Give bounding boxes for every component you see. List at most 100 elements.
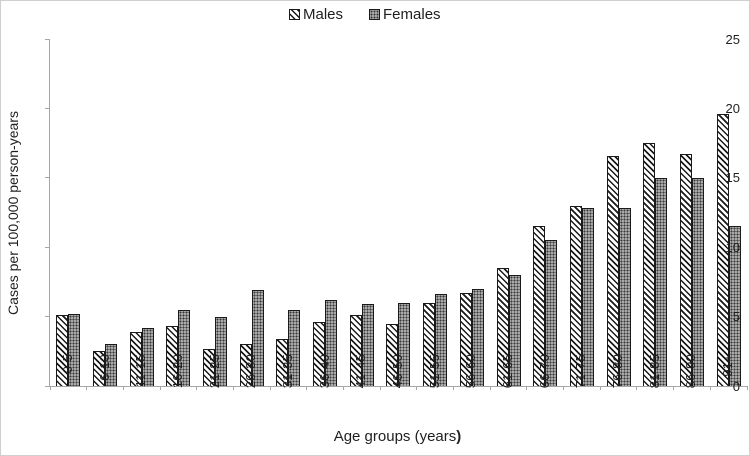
bar-group-61-65 bbox=[490, 39, 527, 386]
bar-males-56-60 bbox=[459, 293, 472, 386]
y-tick-label-10: 10 bbox=[725, 239, 740, 255]
bar-males-26-30 bbox=[239, 344, 252, 386]
bar-females-21-25 bbox=[215, 317, 228, 386]
x-tick-label-text: 16-20 bbox=[169, 354, 185, 389]
y-tick-label-25: 25 bbox=[725, 31, 740, 47]
plot-area bbox=[45, 38, 748, 390]
x-tick-label-text: 36-40 bbox=[316, 354, 332, 389]
legend-label-males: Males bbox=[303, 6, 344, 23]
bar-group-21-25 bbox=[197, 39, 234, 386]
x-tick-label-text: 41-45 bbox=[353, 354, 369, 389]
x-tick-label-71-75: 71-75 bbox=[563, 354, 600, 388]
bar-group-6-10 bbox=[87, 39, 124, 386]
bar-females-16-20 bbox=[178, 310, 191, 386]
y-tick-mark-20 bbox=[45, 107, 50, 109]
x-tick-label-text: 31-35 bbox=[279, 354, 295, 389]
x-tick-label-66-70: 66-70 bbox=[526, 354, 563, 388]
x-tick-mark-1 bbox=[86, 386, 88, 390]
bar-males-86-90 bbox=[679, 154, 692, 386]
bar-females-41-45 bbox=[361, 304, 374, 386]
x-tick-mark-9 bbox=[379, 386, 381, 390]
x-tick-label-text: 81-85 bbox=[646, 354, 662, 389]
x-tick-mark-19 bbox=[746, 386, 748, 390]
females-dotted-swatch-icon bbox=[369, 9, 381, 20]
bar-group-41-45 bbox=[343, 39, 380, 386]
x-tick-label-6-10: 6-10 bbox=[86, 354, 123, 381]
y-tick-label-5: 5 bbox=[732, 309, 740, 325]
x-tick-mark-12 bbox=[489, 386, 491, 390]
x-tick-label-text: 0-5 bbox=[59, 354, 75, 374]
y-tick-label-15: 15 bbox=[725, 170, 740, 186]
x-tick-label-text: 61-65 bbox=[500, 354, 516, 389]
bar-males-36-40 bbox=[313, 322, 326, 386]
bar-group-36-40 bbox=[307, 39, 344, 386]
legend-item-females: Females bbox=[369, 6, 441, 23]
x-tick-mark-6 bbox=[269, 386, 271, 390]
bar-females-61-65 bbox=[508, 275, 521, 386]
bar-group-71-75 bbox=[564, 39, 601, 386]
x-tick-mark-8 bbox=[342, 386, 344, 390]
x-tick-label-81-85: 81-85 bbox=[636, 354, 673, 388]
x-tick-mark-7 bbox=[306, 386, 308, 390]
x-tick-label-41-45: 41-45 bbox=[342, 354, 379, 388]
x-tick-mark-11 bbox=[453, 386, 455, 390]
x-tick-label-21-25: 21-25 bbox=[196, 354, 233, 388]
bar-group-81-85 bbox=[637, 39, 674, 386]
bar-females-51-55 bbox=[435, 294, 448, 386]
y-tick-mark-0 bbox=[45, 385, 50, 387]
bar-males-21-25 bbox=[203, 349, 216, 386]
bar-females-56-60 bbox=[471, 289, 484, 386]
y-tick-label-20: 20 bbox=[725, 100, 740, 116]
bar-group-46-50 bbox=[380, 39, 417, 386]
x-tick-label-text: 76-80 bbox=[610, 354, 626, 389]
x-tick-label-text: 71-75 bbox=[573, 354, 589, 389]
x-tick-mark-5 bbox=[232, 386, 234, 390]
y-tick-mark-15 bbox=[45, 177, 50, 179]
x-tick-mark-16 bbox=[636, 386, 638, 390]
x-tick-label-text: 6-10 bbox=[96, 354, 112, 381]
bar-males-16-20 bbox=[166, 326, 179, 386]
bar-males-61-65 bbox=[496, 268, 509, 386]
x-tick-label-text: 26-30 bbox=[243, 354, 259, 389]
bar-males-41-45 bbox=[349, 315, 362, 386]
x-tick-mark-17 bbox=[673, 386, 675, 390]
bar-males-31-35 bbox=[276, 339, 289, 386]
y-axis-title: Cases per 100,000 person-years bbox=[5, 111, 21, 315]
bar-males-51-55 bbox=[423, 303, 436, 386]
bar-females-66-70 bbox=[545, 240, 558, 386]
x-tick-label-31-35: 31-35 bbox=[269, 354, 306, 388]
bar-females-46-50 bbox=[398, 303, 411, 386]
bar-females-91+ bbox=[728, 226, 741, 386]
x-tick-label-text: 91+ bbox=[720, 354, 736, 377]
bar-males-46-50 bbox=[386, 324, 399, 386]
bar-group-0-5 bbox=[50, 39, 87, 386]
bar-group-11-15 bbox=[123, 39, 160, 386]
y-tick-mark-25 bbox=[45, 38, 50, 40]
bar-group-26-30 bbox=[233, 39, 270, 386]
x-tick-label-76-80: 76-80 bbox=[599, 354, 636, 388]
x-tick-label-46-50: 46-50 bbox=[379, 354, 416, 388]
x-axis-title: Age groups (years) bbox=[49, 428, 746, 445]
x-tick-mark-3 bbox=[159, 386, 161, 390]
x-tick-mark-0 bbox=[49, 386, 51, 390]
x-tick-label-text: 66-70 bbox=[536, 354, 552, 389]
x-tick-label-text: 21-25 bbox=[206, 354, 222, 389]
bar-group-86-90 bbox=[674, 39, 711, 386]
legend-label-females: Females bbox=[383, 6, 441, 23]
bar-group-51-55 bbox=[417, 39, 454, 386]
bar-males-76-80 bbox=[606, 156, 619, 386]
x-tick-label-11-15: 11-15 bbox=[122, 354, 159, 387]
bar-males-0-5 bbox=[56, 315, 69, 386]
y-tick-mark-10 bbox=[45, 246, 50, 248]
x-tick-mark-14 bbox=[563, 386, 565, 390]
x-axis-title-paren: ) bbox=[456, 428, 462, 445]
x-tick-label-text: 86-90 bbox=[683, 354, 699, 389]
bar-females-81-85 bbox=[655, 178, 668, 386]
y-tick-mark-5 bbox=[45, 316, 50, 318]
bar-females-26-30 bbox=[251, 290, 264, 386]
bar-females-0-5 bbox=[68, 314, 81, 386]
bar-females-71-75 bbox=[581, 208, 594, 386]
x-tick-label-91+: 91+ bbox=[709, 354, 746, 377]
x-tick-label-16-20: 16-20 bbox=[159, 354, 196, 388]
